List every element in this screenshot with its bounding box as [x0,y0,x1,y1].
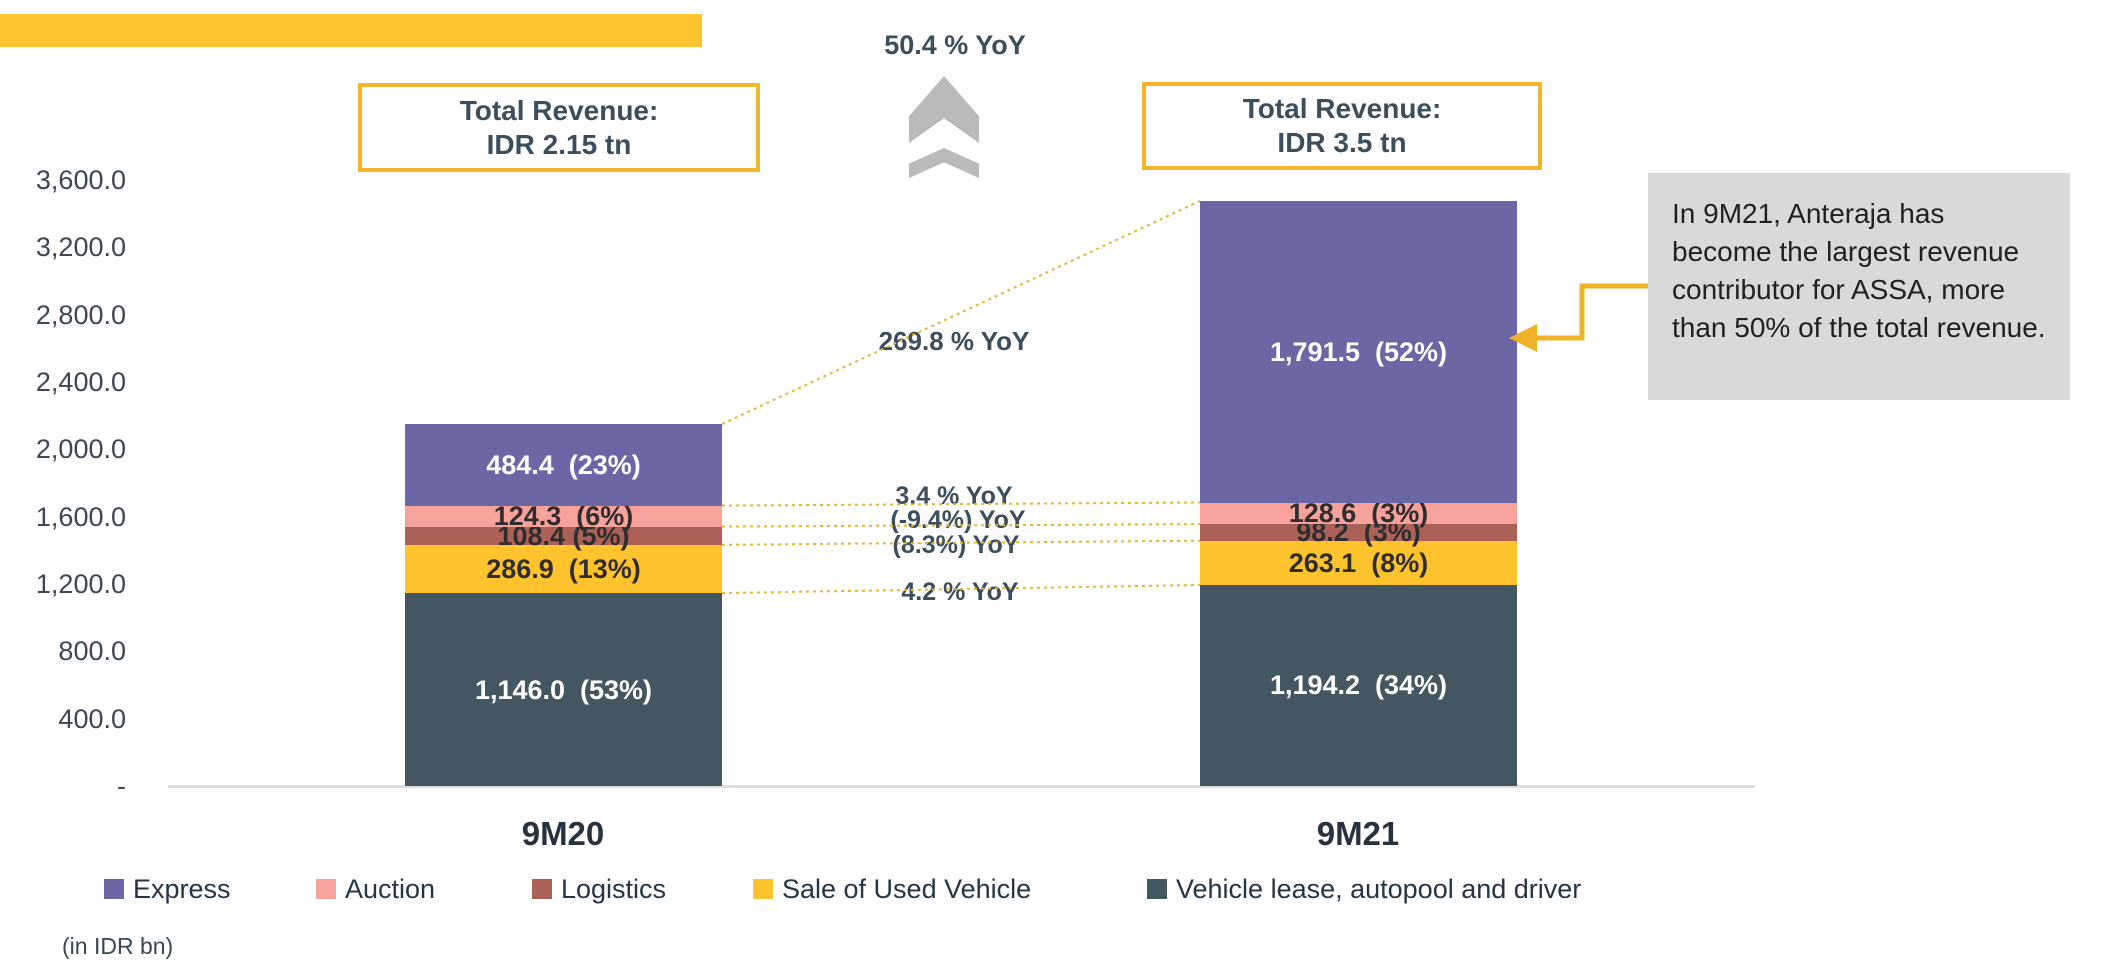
chevron-up-band-shape [909,148,979,178]
y-tick-400-0: 400.0 [58,703,126,734]
total-revenue-box-9m20: Total Revenue: IDR 2.15 tn [358,83,760,172]
bar-segment-sale-of-used-vehicle-9m21 [1200,540,1517,585]
legend-item-logistics: Logistics [532,873,667,904]
y-tick-2-400-0: 2,400.0 [35,367,126,397]
bar-value-express-9m20: 484.4 (23%) [486,449,641,480]
legend-label-auction: Auction [345,873,436,904]
top-accent-banner [0,14,702,47]
y-tick-3-600-0: 3,600.0 [35,165,126,195]
legend-swatch-auction [316,879,336,899]
x-axis-line [168,785,1755,788]
legend-swatch-logistics [532,879,552,899]
total-revenue-9m21-line2: IDR 3.5 tn [1277,127,1407,158]
total-revenue-9m21-line1: Total Revenue: [1242,93,1442,124]
bar-value-sale-of-used-vehicle-9m20: 286.9 (13%) [486,553,641,584]
y-tick-3-200-0: 3,200.0 [35,232,126,263]
y-tick-800-0: 800.0 [58,636,126,667]
chevron-up-top-shape [909,76,979,143]
bar-value-auction-9m21: 128.6 (3%) [1288,498,1429,529]
legend-swatch-vehicle-lease-autopool-and-driver [1147,879,1167,899]
chevron-up-icon [909,76,979,180]
note-callout: In 9M21, Anteraja has become the largest… [1648,173,2070,400]
bar-value-sale-of-used-vehicle-9m21: 263.1 (8%) [1288,547,1429,578]
bar-segment-express-9m21 [1200,200,1517,503]
legend-label-logistics: Logistics [561,873,667,904]
legend-swatch-express [104,879,124,899]
y-tick-2-800-0: 2,800.0 [35,299,126,330]
total-revenue-box-9m21: Total Revenue: IDR 3.5 tn [1142,82,1542,170]
legend-item-vehicle-lease-autopool-and-driver: Vehicle lease, autopool and driver [1147,873,1582,904]
yoy-label-logistics: (-9.4%) YoY [890,506,1026,534]
bar-segment-vehicle-lease-autopool-and-driver-9m21 [1200,584,1517,786]
yoy-label-sale: (8.3%) YoY [892,531,1020,559]
category-label-9m21: 9M21 [1316,815,1400,852]
bar-segment-vehicle-lease-autopool-and-driver-9m20 [405,593,722,786]
y-tick-2-000-0: 2,000.0 [35,434,126,465]
bar-value-vehicle-lease-autopool-and-driver-9m21: 1,194.2 (34%) [1269,670,1448,701]
legend-label-sale-of-used-vehicle: Sale of Used Vehicle [782,873,1032,904]
note-text: In 9M21, Anteraja has become the largest… [1672,198,2046,343]
dotted-connector-4 [721,200,1201,425]
yoy-label-vehicle: 4.2 % YoY [901,578,1019,606]
legend-item-sale-of-used-vehicle: Sale of Used Vehicle [753,873,1032,904]
bar-value-vehicle-lease-autopool-and-driver-9m20: 1,146.0 (53%) [474,674,653,705]
bar-segment-logistics-9m20 [405,526,722,545]
bar-segment-sale-of-used-vehicle-9m20 [405,544,722,594]
legend-label-vehicle-lease-autopool-and-driver: Vehicle lease, autopool and driver [1176,873,1582,904]
legend-item-express: Express [104,873,231,904]
bar-segment-express-9m20 [405,424,722,506]
total-revenue-9m20-line2: IDR 2.15 tn [486,128,632,160]
bar-value-express-9m21: 1,791.5 (52%) [1269,336,1448,367]
legend-label-express: Express [133,873,231,904]
y-tick-1-600-0: 1,600.0 [35,501,126,532]
bar-segment-logistics-9m21 [1200,524,1517,541]
callout-arrow-line [1537,283,1648,341]
total-revenue-9m20-line1: Total Revenue: [459,94,659,126]
total-growth-label: 50.4 % YoY [884,30,1026,60]
y-tick-: - [117,771,126,801]
bar-segment-auction-9m21 [1200,502,1517,525]
category-label-9m20: 9M20 [521,815,605,852]
y-tick-1-200-0: 1,200.0 [35,569,126,599]
bar-segment-auction-9m20 [405,505,722,527]
units-footnote: (in IDR bn) [62,933,174,959]
legend-item-auction: Auction [316,873,436,904]
legend-swatch-sale-of-used-vehicle [753,879,773,899]
yoy-label-express: 269.8 % YoY [878,326,1030,356]
bar-value-auction-9m20: 124.3 (6%) [493,501,634,532]
